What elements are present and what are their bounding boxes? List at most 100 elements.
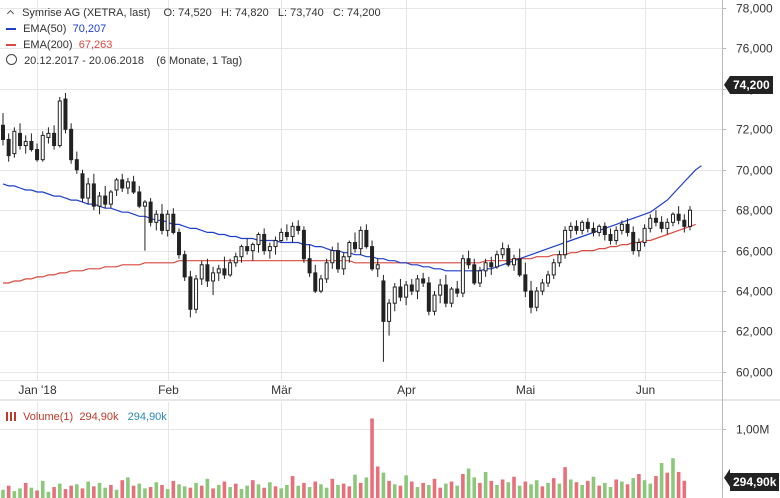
candle-body bbox=[614, 229, 619, 242]
volume-bar bbox=[625, 484, 630, 498]
candle-body bbox=[364, 229, 369, 248]
candle-body bbox=[216, 268, 221, 274]
candle-body bbox=[177, 231, 182, 256]
candle-body bbox=[415, 278, 420, 292]
price-tick-label: 78,000 bbox=[736, 2, 773, 16]
volume-bar bbox=[296, 485, 301, 498]
volume-bar bbox=[444, 483, 448, 498]
volume-bar bbox=[364, 477, 369, 498]
volume-bar bbox=[273, 486, 278, 498]
candle-body bbox=[267, 246, 272, 252]
candle-body bbox=[296, 225, 301, 231]
ohlc-close: C: 74,200 bbox=[332, 7, 381, 19]
volume-bar bbox=[75, 484, 79, 498]
volume-bar bbox=[307, 487, 312, 498]
volume-bar bbox=[392, 484, 397, 498]
volume-bar bbox=[137, 483, 142, 498]
candle-body bbox=[370, 246, 375, 270]
volume-bar bbox=[676, 471, 681, 498]
volume-bar bbox=[29, 487, 34, 498]
candle-body bbox=[40, 134, 45, 161]
candle-body bbox=[341, 256, 346, 270]
volume-bar bbox=[682, 480, 687, 498]
period-range: 20.12.2017 - 20.06.2018 bbox=[24, 55, 144, 67]
title-swatch bbox=[6, 9, 15, 17]
candle-body bbox=[103, 195, 108, 205]
volume-bar bbox=[120, 480, 125, 498]
candle-body bbox=[273, 240, 278, 248]
candle-body bbox=[665, 221, 670, 229]
candle-body bbox=[443, 284, 448, 304]
ema50-value: 70,207 bbox=[72, 23, 107, 35]
candle-body bbox=[57, 100, 62, 147]
last-volume-badge: 294,90k bbox=[730, 473, 780, 491]
volume-bar bbox=[302, 482, 306, 498]
candle-body bbox=[653, 217, 658, 223]
candle-body bbox=[239, 246, 244, 258]
volume-bar bbox=[46, 491, 51, 498]
candle-body bbox=[142, 201, 147, 207]
volume-bar bbox=[194, 482, 198, 498]
candle-body bbox=[63, 98, 68, 130]
candle-body bbox=[466, 258, 471, 266]
candle-body bbox=[233, 256, 238, 264]
volume-bar bbox=[466, 468, 471, 498]
volume-bar bbox=[409, 481, 414, 498]
volume-bar bbox=[586, 480, 590, 498]
volume-bar bbox=[52, 487, 56, 498]
volume-bar bbox=[438, 487, 442, 498]
candle-body bbox=[211, 272, 216, 282]
volume-bar bbox=[239, 489, 244, 498]
candle-body bbox=[460, 258, 465, 294]
volume-bar bbox=[233, 483, 238, 498]
volume-bar bbox=[165, 489, 170, 498]
volume-bar bbox=[546, 482, 550, 498]
candle-body bbox=[483, 262, 488, 272]
last-price-value: 74,200 bbox=[733, 78, 770, 92]
candle-body bbox=[313, 272, 318, 292]
price-tick-label: 68,000 bbox=[736, 204, 773, 218]
candle-body bbox=[324, 262, 329, 280]
price-tick-label: 66,000 bbox=[736, 245, 773, 259]
volume-bar bbox=[500, 479, 505, 498]
volume-bar bbox=[580, 484, 584, 498]
candle-body bbox=[120, 179, 125, 189]
price-tick-label: 76,000 bbox=[736, 42, 773, 56]
candle-body bbox=[18, 132, 23, 147]
candle-body bbox=[494, 254, 499, 268]
volume-bar bbox=[148, 487, 153, 498]
volume-bar bbox=[421, 482, 425, 498]
volume-bars-icon bbox=[6, 412, 16, 421]
price-tick-label: 62,000 bbox=[736, 325, 773, 339]
volume-bar bbox=[256, 484, 261, 498]
volume-bar bbox=[427, 484, 431, 498]
volume-bar bbox=[1, 489, 5, 498]
volume-bar bbox=[603, 482, 607, 498]
price-tick-label: 70,000 bbox=[736, 164, 773, 178]
last-price-badge: 74,200 bbox=[730, 76, 773, 94]
volume-bar bbox=[483, 471, 488, 498]
last-price-pointer bbox=[724, 75, 730, 94]
candle-body bbox=[563, 229, 568, 256]
candle-body bbox=[477, 270, 482, 284]
ohlc-open: O: 74,520 bbox=[163, 7, 212, 19]
period-note: (6 Monate, 1 Tag) bbox=[156, 55, 243, 67]
candle-body bbox=[114, 179, 119, 191]
volume-bar bbox=[251, 480, 255, 498]
volume-bar bbox=[540, 486, 545, 498]
candle-body bbox=[597, 225, 602, 233]
candle-body bbox=[159, 213, 164, 231]
candle-body bbox=[682, 219, 687, 227]
volume-bar bbox=[313, 481, 318, 498]
volume-bar bbox=[375, 466, 380, 498]
volume-title: Volume(1) bbox=[23, 411, 74, 423]
month-tick-label: Mär bbox=[271, 383, 292, 397]
legend-ema50-row: EMA(50) 70,207 bbox=[6, 21, 381, 37]
candle-body bbox=[262, 233, 267, 252]
volume-bar bbox=[370, 418, 374, 498]
volume-bar bbox=[432, 478, 437, 498]
candle-body bbox=[432, 294, 437, 312]
candle-body bbox=[517, 258, 522, 276]
candle-body bbox=[511, 258, 516, 266]
